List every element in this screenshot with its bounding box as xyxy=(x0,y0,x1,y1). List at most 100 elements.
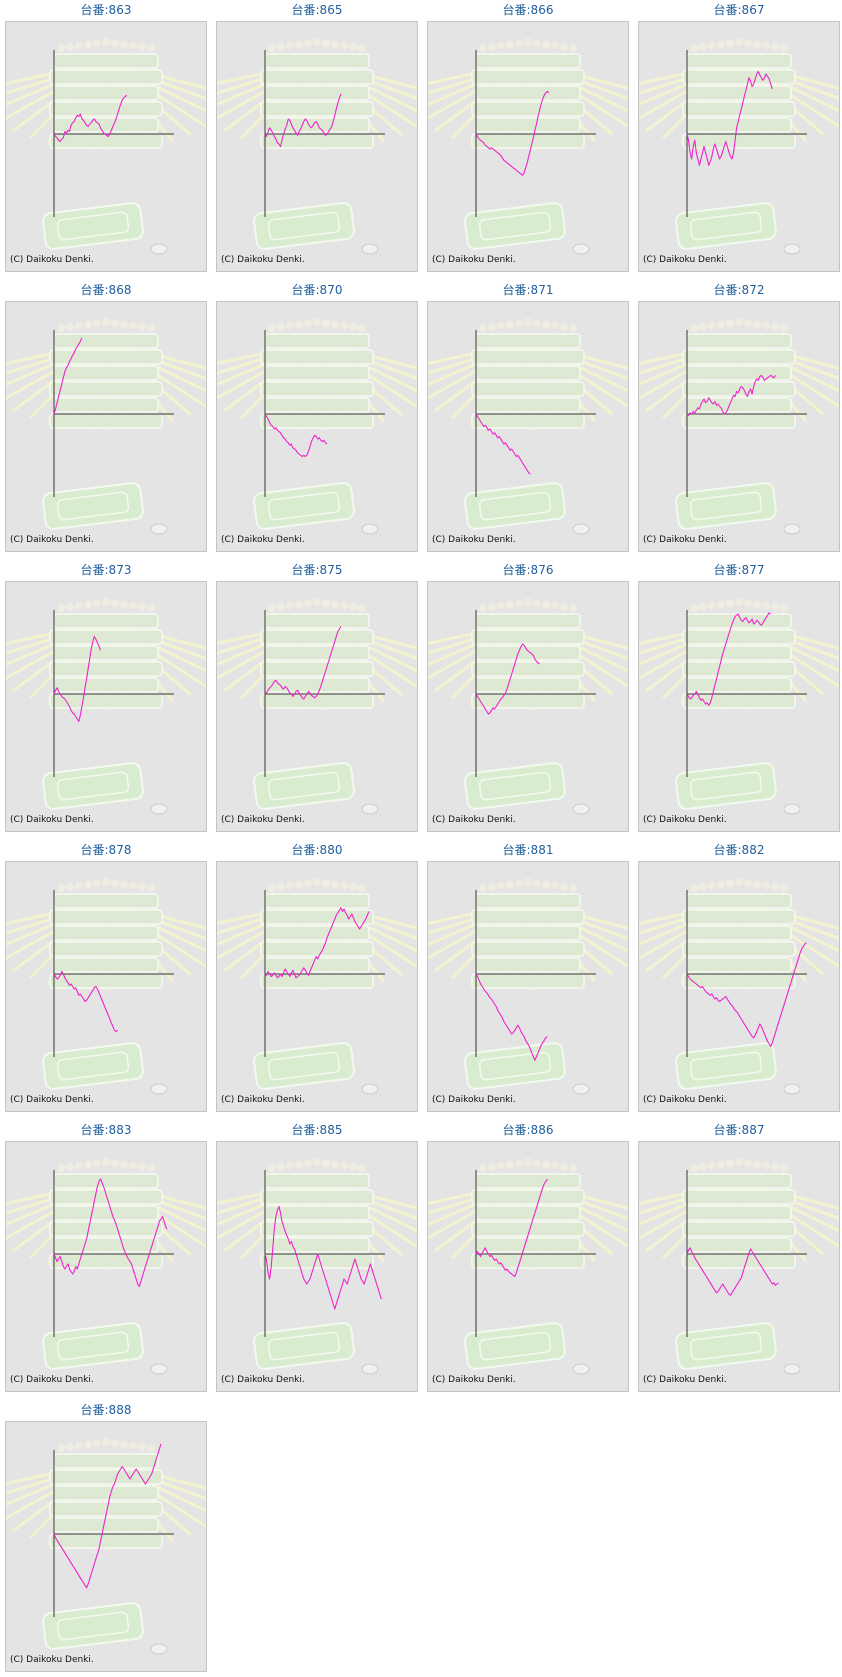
background-art xyxy=(217,878,417,1095)
chart-title-link[interactable]: 台番:872 xyxy=(713,283,765,297)
copyright-text: (C) Daikoku Denki. xyxy=(643,535,727,545)
chart-frame: (C) Daikoku Denki. xyxy=(427,861,629,1112)
copyright-text: (C) Daikoku Denki. xyxy=(10,1655,94,1665)
chart-frame: (C) Daikoku Denki. xyxy=(427,301,629,552)
chart-svg xyxy=(639,878,839,1095)
copyright-text: (C) Daikoku Denki. xyxy=(221,815,305,825)
chart-svg xyxy=(639,38,839,255)
chart-frame: (C) Daikoku Denki. xyxy=(5,301,207,552)
chart-cell: 台番:873 (C) Daikoku Denki. xyxy=(3,560,209,836)
copyright-text: (C) Daikoku Denki. xyxy=(643,815,727,825)
copyright-text: (C) Daikoku Denki. xyxy=(643,1375,727,1385)
chart-cell: 台番:888 (C) Daikoku Denki. xyxy=(3,1400,209,1676)
chart-title-link[interactable]: 台番:863 xyxy=(80,3,132,17)
chart-title-link[interactable]: 台番:881 xyxy=(502,843,554,857)
series-line xyxy=(475,90,550,176)
chart-frame: (C) Daikoku Denki. xyxy=(5,21,207,272)
series-line xyxy=(264,413,328,458)
series-line xyxy=(475,1178,548,1278)
chart-svg xyxy=(639,318,839,535)
copyright-text: (C) Daikoku Denki. xyxy=(432,255,516,265)
chart-cell: 台番:866 (C) Daikoku Denki. xyxy=(425,0,631,276)
chart-svg xyxy=(6,878,206,1095)
chart-svg xyxy=(217,598,417,815)
chart-svg xyxy=(428,878,628,1095)
chart-frame: (C) Daikoku Denki. xyxy=(216,21,418,272)
chart-frame: (C) Daikoku Denki. xyxy=(427,21,629,272)
series-line xyxy=(475,973,548,1061)
background-art xyxy=(6,1158,206,1375)
chart-svg xyxy=(6,318,206,535)
chart-title-link[interactable]: 台番:873 xyxy=(80,563,132,577)
series-line xyxy=(686,70,773,166)
chart-title-link[interactable]: 台番:877 xyxy=(713,563,765,577)
series-line xyxy=(264,93,342,148)
chart-frame: (C) Daikoku Denki. xyxy=(216,861,418,1112)
chart-cell: 台番:872 (C) Daikoku Denki. xyxy=(636,280,842,556)
copyright-text: (C) Daikoku Denki. xyxy=(221,535,305,545)
chart-title-link[interactable]: 台番:886 xyxy=(502,1123,554,1137)
chart-cell: 台番:880 (C) Daikoku Denki. xyxy=(214,840,420,1116)
chart-svg xyxy=(217,38,417,255)
background-art xyxy=(6,1438,206,1655)
chart-title-link[interactable]: 台番:885 xyxy=(291,1123,343,1137)
chart-cell: 台番:876 (C) Daikoku Denki. xyxy=(425,560,631,836)
chart-title-link[interactable]: 台番:887 xyxy=(713,1123,765,1137)
copyright-text: (C) Daikoku Denki. xyxy=(221,1375,305,1385)
chart-title-link[interactable]: 台番:883 xyxy=(80,1123,132,1137)
series-line xyxy=(53,635,102,723)
background-art xyxy=(6,38,206,255)
background-art xyxy=(639,878,839,1095)
background-art xyxy=(217,318,417,535)
copyright-text: (C) Daikoku Denki. xyxy=(221,1095,305,1105)
chart-cell: 台番:882 (C) Daikoku Denki. xyxy=(636,840,842,1116)
series-line xyxy=(53,1443,162,1589)
copyright-text: (C) Daikoku Denki. xyxy=(221,255,305,265)
chart-cell: 台番:871 (C) Daikoku Denki. xyxy=(425,280,631,556)
chart-title-link[interactable]: 台番:880 xyxy=(291,843,343,857)
chart-frame: (C) Daikoku Denki. xyxy=(5,1421,207,1672)
chart-frame: (C) Daikoku Denki. xyxy=(638,21,840,272)
chart-frame: (C) Daikoku Denki. xyxy=(5,581,207,832)
background-art xyxy=(639,598,839,815)
chart-svg xyxy=(6,38,206,255)
chart-title-link[interactable]: 台番:878 xyxy=(80,843,132,857)
series-line xyxy=(475,643,540,715)
chart-svg xyxy=(6,1158,206,1375)
chart-frame: (C) Daikoku Denki. xyxy=(216,581,418,832)
background-art xyxy=(6,318,206,535)
chart-frame: (C) Daikoku Denki. xyxy=(638,861,840,1112)
chart-title-link[interactable]: 台番:871 xyxy=(502,283,554,297)
series-line xyxy=(53,1178,168,1288)
copyright-text: (C) Daikoku Denki. xyxy=(10,535,94,545)
series-line xyxy=(264,1205,382,1310)
chart-cell: 台番:881 (C) Daikoku Denki. xyxy=(425,840,631,1116)
series-line xyxy=(686,374,776,416)
chart-title-link[interactable]: 台番:875 xyxy=(291,563,343,577)
chart-svg xyxy=(428,318,628,535)
background-art xyxy=(428,38,628,255)
background-art xyxy=(217,1158,417,1375)
chart-cell: 台番:877 (C) Daikoku Denki. xyxy=(636,560,842,836)
chart-title-link[interactable]: 台番:868 xyxy=(80,283,132,297)
chart-frame: (C) Daikoku Denki. xyxy=(216,301,418,552)
chart-title-link[interactable]: 台番:867 xyxy=(713,3,765,17)
chart-title-link[interactable]: 台番:865 xyxy=(291,3,343,17)
chart-svg xyxy=(428,598,628,815)
chart-cell: 台番:878 (C) Daikoku Denki. xyxy=(3,840,209,1116)
chart-svg xyxy=(217,1158,417,1375)
copyright-text: (C) Daikoku Denki. xyxy=(432,1095,516,1105)
background-art xyxy=(428,878,628,1095)
chart-title-link[interactable]: 台番:870 xyxy=(291,283,343,297)
copyright-text: (C) Daikoku Denki. xyxy=(10,255,94,265)
chart-title-link[interactable]: 台番:876 xyxy=(502,563,554,577)
chart-svg xyxy=(6,1438,206,1655)
copyright-text: (C) Daikoku Denki. xyxy=(10,1375,94,1385)
series-line xyxy=(475,413,531,475)
chart-title-link[interactable]: 台番:888 xyxy=(80,1403,132,1417)
chart-title-link[interactable]: 台番:866 xyxy=(502,3,554,17)
chart-cell: 台番:863 (C) Daikoku Denki. xyxy=(3,0,209,276)
chart-svg xyxy=(639,598,839,815)
chart-title-link[interactable]: 台番:882 xyxy=(713,843,765,857)
